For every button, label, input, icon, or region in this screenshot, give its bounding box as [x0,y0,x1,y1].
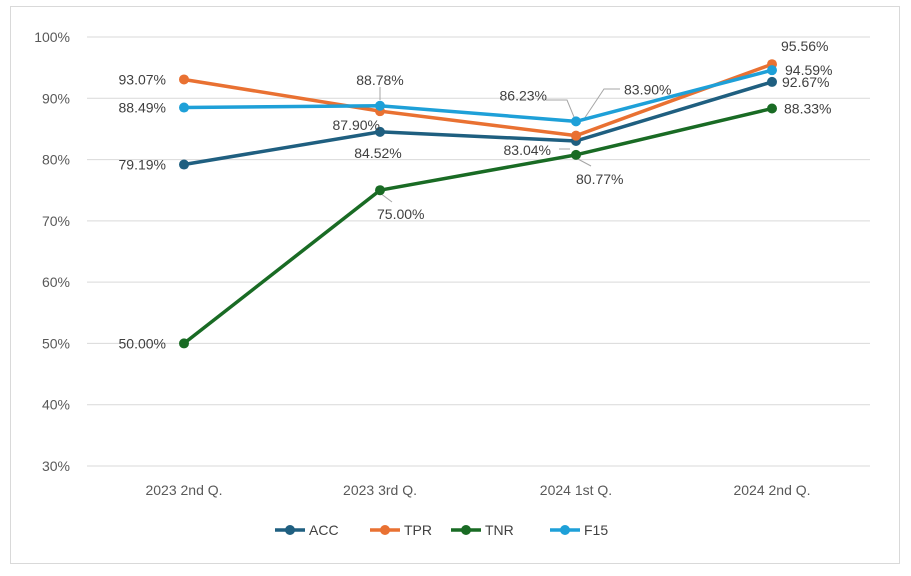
y-tick-label: 30% [42,458,70,474]
x-axis-ticks: 2023 2nd Q. 2023 3rd Q. 2024 1st Q. 2024 2n… [145,482,810,498]
series-lines [182,62,774,346]
series-line-acc [182,80,774,167]
data-label-tpr: 87.90% [333,117,380,133]
legend-label-tpr: TPR [404,522,432,538]
data-label-tpr: 93.07% [119,71,166,87]
legend-marker-f15 [560,525,570,535]
data-label-f15: 94.59% [785,62,832,78]
y-tick-label: 50% [42,335,70,351]
chart-frame [10,6,900,564]
legend-label-acc: ACC [309,522,339,538]
series-markers [179,59,777,349]
series-line-f15 [182,68,774,124]
data-point-f15 [571,116,581,127]
y-axis-ticks: 30% 40% 50% 60% 70% 80% 90% 100% [34,29,70,474]
series-line-tnr [182,106,774,346]
y-tick-label: 70% [42,213,70,229]
legend-marker-acc [285,525,295,535]
data-labels: 79.19% 84.52% 83.04% 92.67% 93.07% 87.90% 83.9… [119,38,833,351]
x-tick-label: 2023 3rd Q. [343,482,417,498]
data-label-tnr: 88.33% [784,101,831,117]
data-label-f15: 88.78% [356,72,403,88]
y-tick-label: 60% [42,274,70,290]
x-tick-label: 2023 2nd Q. [145,482,222,498]
data-point-acc [179,159,189,170]
leader-line [575,157,592,167]
legend-label-f15: F15 [584,522,608,538]
data-label-tpr: 95.56% [781,38,828,54]
data-label-acc: 84.52% [354,145,401,161]
data-label-tnr: 80.77% [576,171,623,187]
x-tick-label: 2024 2nd Q. [733,482,810,498]
data-label-f15: 86.23% [500,87,547,103]
data-label-acc: 92.67% [782,74,829,90]
data-point-tnr [179,338,189,349]
data-label-tnr: 75.00% [377,206,424,222]
legend-marker-tpr [380,525,390,535]
leader-line [546,99,575,118]
legend-marker-tnr [461,525,471,535]
data-point-tpr [571,130,581,141]
gridlines [87,36,870,467]
legend: ACC TPR TNR F15 [275,522,608,538]
data-label-tpr: 83.90% [624,82,671,98]
data-point-tnr [767,103,777,114]
leader-line [583,88,620,120]
data-label-tnr: 50.00% [119,335,166,351]
data-point-tpr [179,74,189,85]
y-tick-label: 100% [34,29,70,45]
data-point-tnr [375,185,385,196]
data-point-tnr [571,149,581,160]
data-point-f15 [375,100,385,111]
data-label-acc: 83.04% [504,142,551,158]
data-point-f15 [179,102,189,113]
y-tick-label: 40% [42,397,70,413]
data-point-acc [767,76,777,87]
legend-label-tnr: TNR [485,522,514,538]
data-label-f15: 88.49% [119,100,166,116]
y-tick-label: 80% [42,152,70,168]
x-tick-label: 2024 1st Q. [540,482,612,498]
y-tick-label: 90% [42,90,70,106]
data-point-acc [375,126,385,137]
data-point-f15 [767,65,777,76]
data-label-acc: 79.19% [119,157,166,173]
series-line-tpr [182,62,774,138]
